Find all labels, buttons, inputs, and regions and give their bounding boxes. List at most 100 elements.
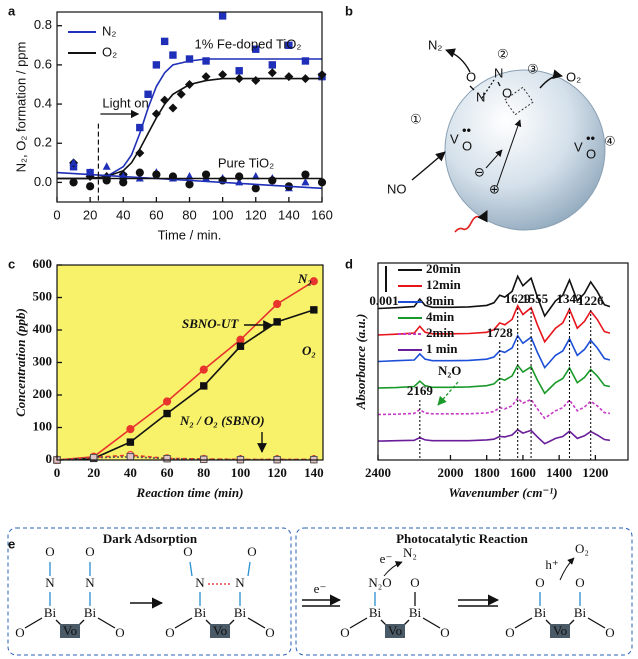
marker — [69, 178, 78, 187]
atom: Bi — [84, 605, 97, 620]
annotation: Light on — [102, 95, 148, 110]
x-tick-label: 160 — [311, 207, 333, 222]
marker — [152, 170, 161, 179]
y-tick-label: 400 — [33, 321, 53, 336]
connector — [247, 617, 266, 629]
marker — [201, 170, 211, 179]
atom: O — [115, 625, 124, 640]
atom: O — [183, 544, 192, 559]
series-line — [377, 363, 611, 395]
legend-label: 8min — [426, 293, 455, 308]
label: O₂ — [566, 69, 581, 84]
annotation: 1% Fe-doped TiO₂ — [195, 36, 302, 51]
x-tick-label: 0 — [54, 465, 61, 480]
marker — [251, 76, 261, 86]
atom: Vo — [213, 623, 227, 638]
connector — [514, 617, 533, 629]
y-tick-label: 0.0 — [34, 174, 52, 189]
atom: O — [605, 625, 614, 640]
arrow — [445, 48, 471, 73]
arrow — [559, 557, 575, 581]
label: O — [466, 69, 476, 84]
label: V — [450, 131, 459, 146]
atom: N₂O — [368, 575, 391, 590]
label: e⁻ — [380, 551, 393, 566]
y-axis-title: N₂, O₂ formation / ppm — [13, 42, 28, 173]
marker — [252, 45, 260, 53]
x-tick-label: 2000 — [437, 465, 463, 480]
y-tick-label: 0 — [46, 451, 53, 466]
connector — [189, 561, 193, 577]
marker — [267, 68, 277, 78]
marker — [119, 178, 128, 187]
panel-title: Dark Adsorption — [103, 531, 198, 546]
x-tick-label: 20 — [83, 207, 97, 222]
label: ① — [410, 111, 422, 126]
marker — [284, 72, 294, 82]
marker — [169, 51, 177, 59]
x-tick-label: 0 — [53, 207, 60, 222]
connector — [247, 561, 251, 577]
panel-label: e — [8, 536, 15, 551]
label: N₂ — [428, 37, 442, 52]
series-label: O₂ — [302, 343, 316, 358]
x-tick-label: 140 — [278, 207, 300, 222]
marker — [200, 455, 208, 464]
marker — [236, 342, 245, 350]
series-line — [377, 274, 611, 318]
vacancy — [385, 624, 405, 638]
marker — [168, 103, 178, 113]
marker — [126, 453, 135, 461]
connector — [469, 85, 475, 91]
species-label: N₂O — [438, 363, 461, 378]
atom: Bi — [194, 605, 207, 620]
plot-frame — [56, 11, 323, 203]
marker — [151, 109, 161, 119]
arrow — [485, 149, 503, 169]
legend-label: 4min — [426, 309, 455, 324]
marker — [285, 41, 293, 49]
atom: Vo — [388, 623, 402, 638]
x-axis-title: Time / min. — [158, 227, 222, 242]
x-tick-label: 100 — [231, 465, 251, 480]
y-tick-label: 100 — [33, 418, 53, 433]
arrow — [383, 561, 403, 577]
plot-frame — [56, 264, 324, 461]
x-tick-label: 1400 — [546, 465, 572, 480]
atom: O — [265, 625, 274, 640]
marker — [160, 37, 169, 46]
y-tick-label: 600 — [33, 256, 53, 271]
marker — [102, 162, 111, 170]
atom: O — [340, 625, 349, 640]
label: ④ — [604, 133, 616, 148]
marker — [163, 409, 171, 418]
marker — [176, 89, 186, 99]
series-line — [57, 77, 322, 180]
legend-label: 20min — [426, 261, 461, 276]
marker — [268, 61, 277, 69]
label: ③ — [527, 61, 539, 76]
x-tick-label: 20 — [87, 465, 100, 480]
series-line — [56, 280, 315, 461]
light-wave — [454, 209, 488, 233]
vacancy — [60, 624, 80, 638]
peak-label: 2169 — [407, 383, 434, 398]
atom: O — [85, 544, 94, 559]
y-tick-label: 0.4 — [34, 95, 52, 110]
arrow — [539, 69, 563, 89]
x-axis-title: Wavenumber (cm⁻¹) — [448, 485, 557, 500]
peak-label: 1728 — [487, 325, 514, 340]
peak-label: 1226 — [578, 293, 605, 308]
label: ⊕ — [489, 181, 500, 196]
marker — [136, 123, 144, 132]
marker — [251, 184, 260, 193]
label: V — [574, 139, 583, 154]
x-tick-label: 40 — [116, 207, 130, 222]
arrow — [496, 119, 522, 187]
atom: O — [505, 625, 514, 640]
marker — [135, 168, 144, 177]
marker — [199, 365, 208, 374]
panel-box — [7, 527, 292, 656]
atom: Bi — [44, 605, 57, 620]
legend-label: 12min — [426, 277, 461, 292]
